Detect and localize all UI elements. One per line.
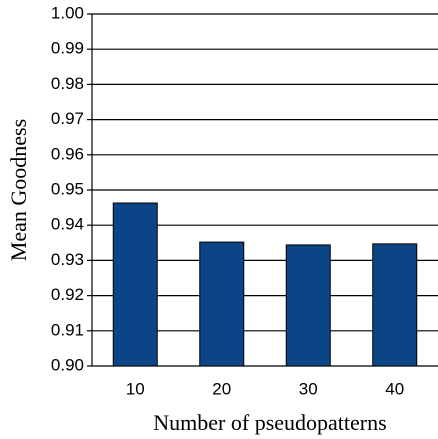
y-tick-label: 0.95 xyxy=(51,179,84,198)
y-tick-label: 0.93 xyxy=(51,250,84,269)
y-tick-label: 0.94 xyxy=(51,215,84,234)
x-tick-label: 20 xyxy=(212,379,231,398)
bar xyxy=(199,241,245,367)
y-tick-label: 0.91 xyxy=(51,320,84,339)
y-tick-label: 0.90 xyxy=(51,355,84,374)
y-tick-label: 0.99 xyxy=(51,39,84,58)
y-tick-label: 1.00 xyxy=(51,3,84,22)
y-tick-label: 0.98 xyxy=(51,74,84,93)
y-axis-title: Mean Goodness xyxy=(6,119,31,261)
bar xyxy=(372,243,418,367)
y-tick-label: 0.97 xyxy=(51,109,84,128)
y-tick-label: 0.92 xyxy=(51,285,84,304)
x-tick-label: 30 xyxy=(299,379,318,398)
x-tick-label: 40 xyxy=(385,379,404,398)
bar xyxy=(285,244,331,367)
x-axis-title: Number of pseudopatterns xyxy=(153,410,386,435)
y-tick-label: 0.96 xyxy=(51,144,84,163)
bar xyxy=(112,202,158,367)
x-tick-label: 10 xyxy=(126,379,145,398)
